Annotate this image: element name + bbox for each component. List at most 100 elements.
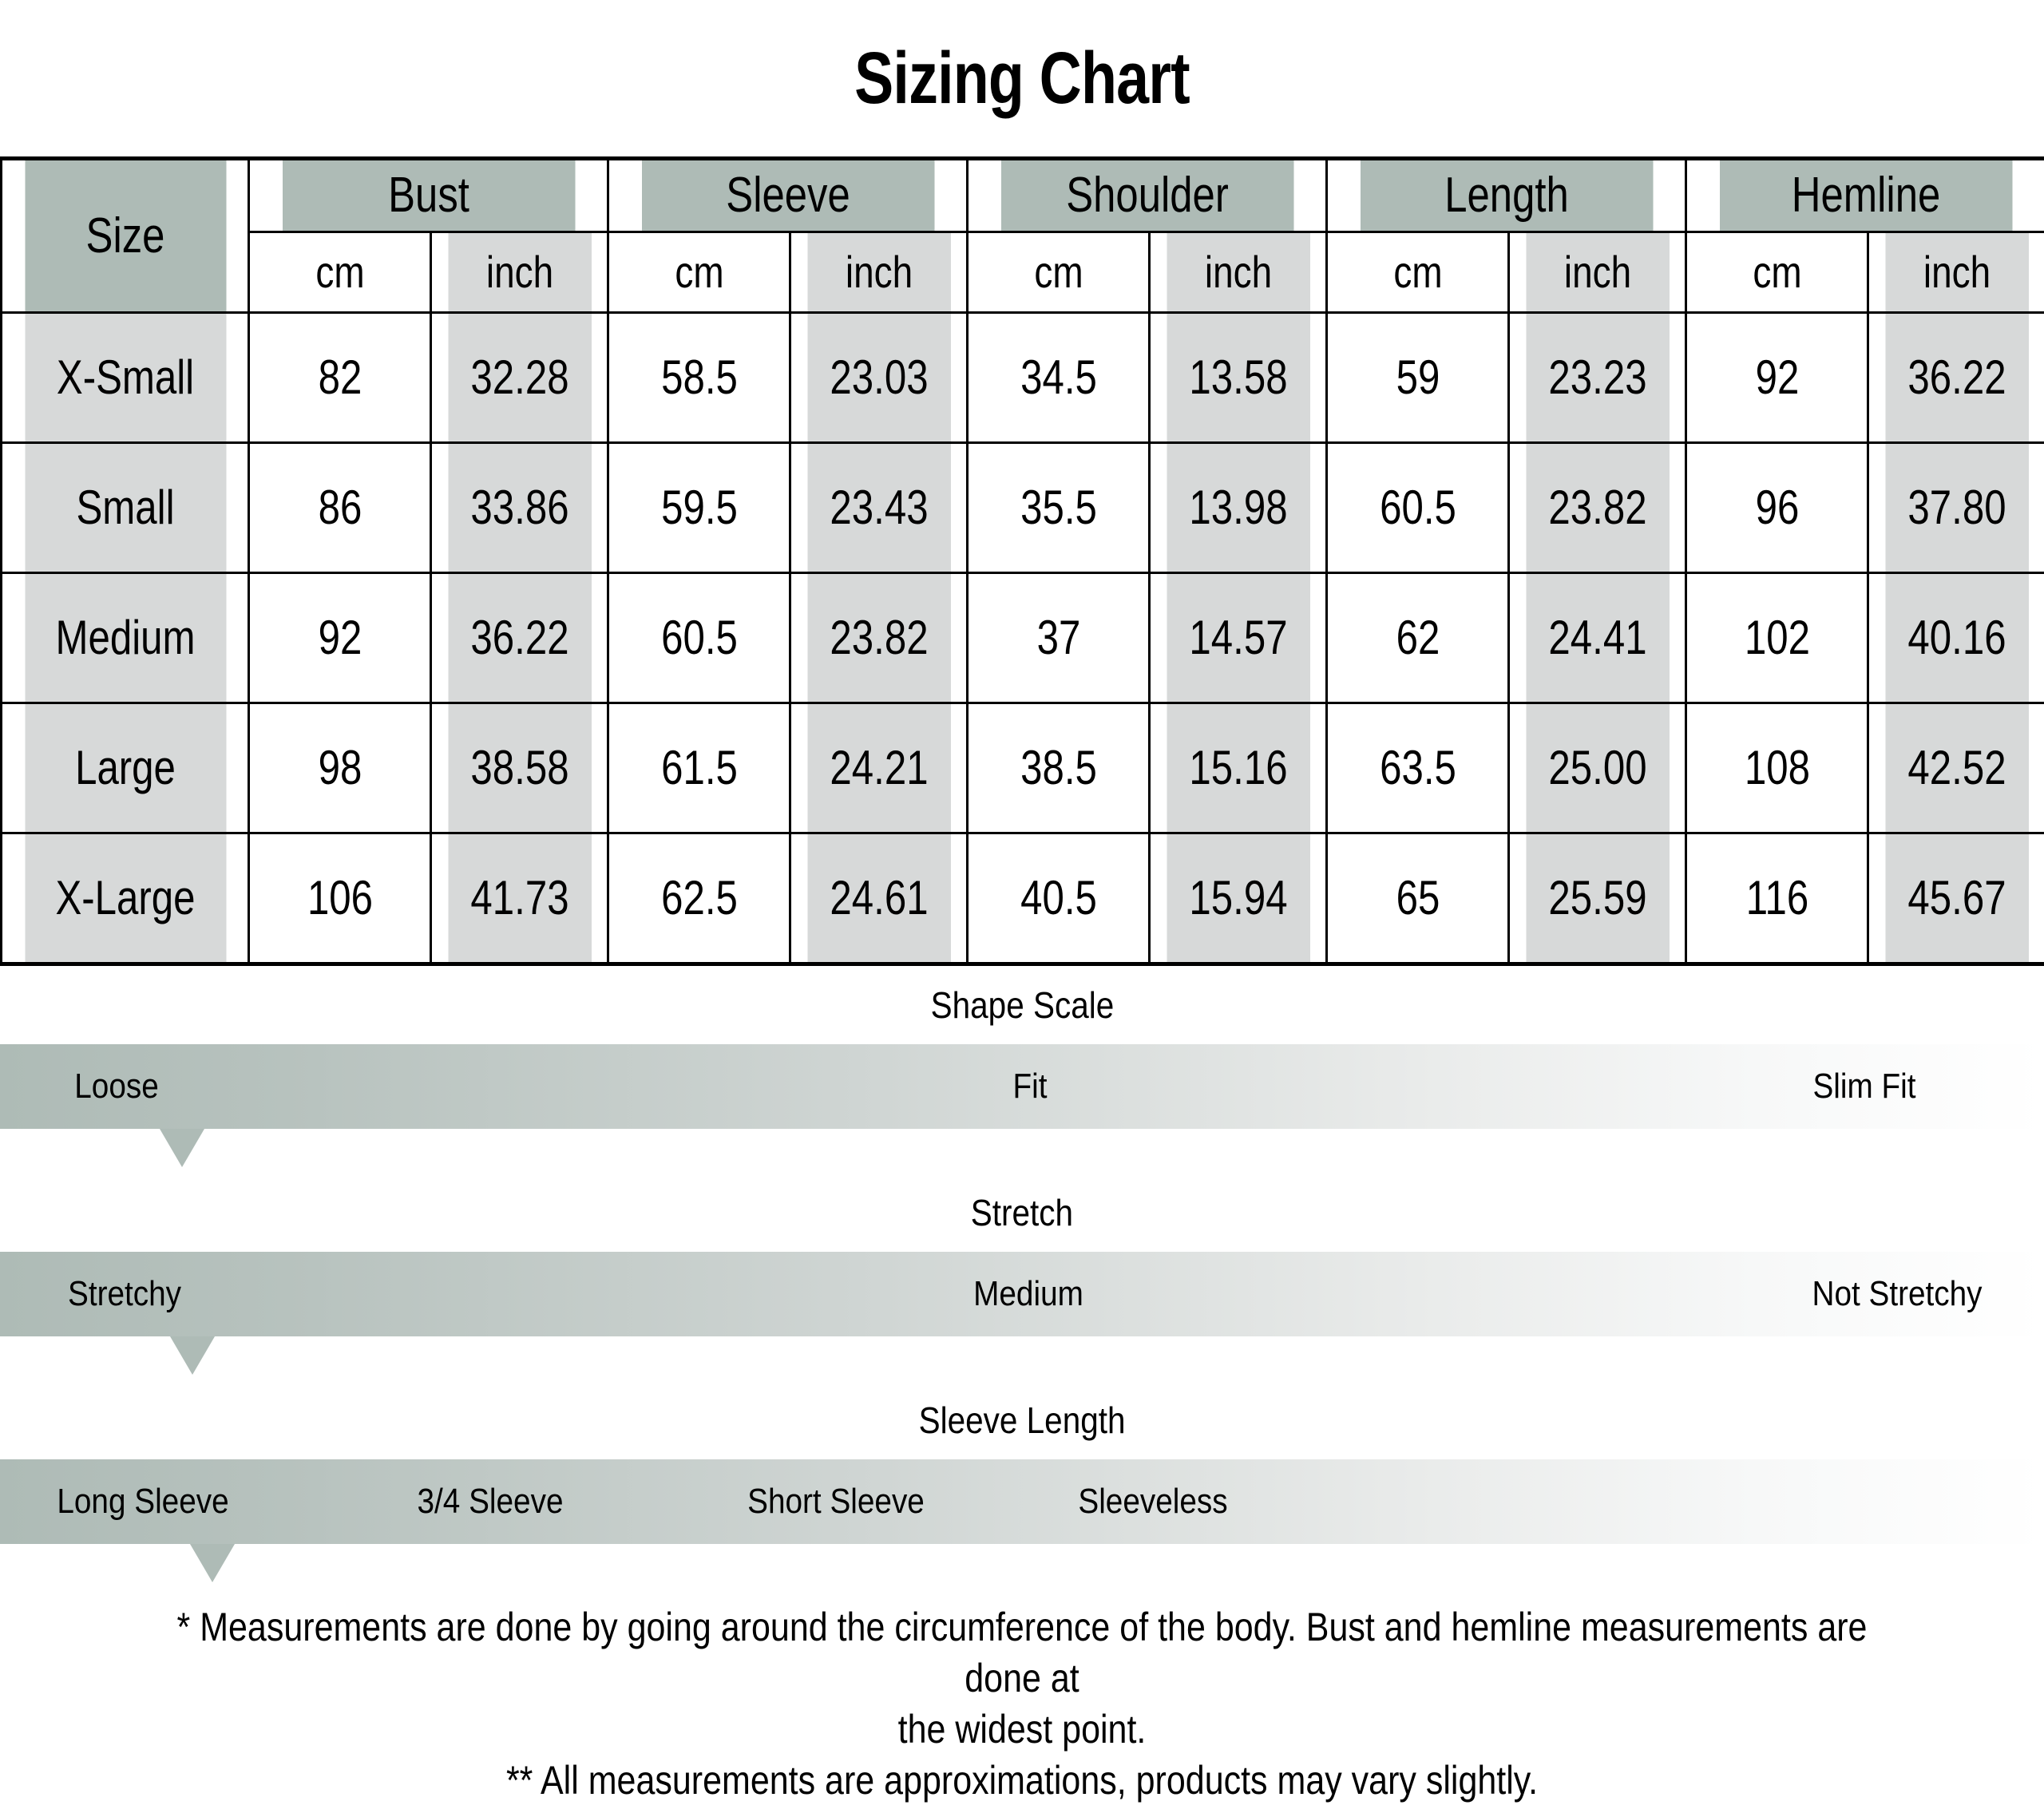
sleeve-length-marker-triangle-icon: [190, 1544, 236, 1582]
column-group-length: Length: [1357, 157, 1655, 233]
sleeve-length-scale-section: Sleeve Length Long Sleeve 3/4 Sleeve Sho…: [0, 1381, 2044, 1589]
cell-sleeve-inch: 23.03: [805, 311, 953, 444]
cell-shoulder-inch: 13.98: [1164, 441, 1312, 574]
column-group-shoulder: Shoulder: [998, 157, 1296, 233]
cell-hemline-inch: 37.80: [1883, 441, 2030, 574]
shape-scale-caption-label: Shape Scale: [930, 984, 1114, 1026]
unit-header-hemline-cm: cm: [1701, 231, 1853, 314]
table-unit-header-row: cm inch cm inch cm inch cm inch cm inch: [2, 231, 2044, 314]
cell-sleeve-inch: 24.21: [805, 702, 953, 834]
unit-header-sleeve-inch: inch: [805, 231, 953, 314]
shape-scale-section: Shape Scale Loose Fit Slim Fit: [0, 966, 2044, 1174]
shape-scale-label-loose: Loose: [74, 1067, 159, 1106]
table-group-header-row: Size Bust Sleeve Shoulder Length Hemline: [2, 157, 2044, 314]
cell-length-cm: 63.5: [1341, 702, 1494, 834]
cell-shoulder-cm: 34.5: [982, 311, 1135, 444]
cell-bust-cm: 82: [263, 311, 416, 444]
cell-hemline-cm: 116: [1701, 832, 1853, 965]
shape-scale-marker-triangle-icon: [159, 1129, 204, 1167]
unit-header-length-cm: cm: [1341, 231, 1494, 314]
sleeve-length-marker-row: [0, 1544, 2044, 1589]
stretch-scale-caption-label: Stretch: [970, 1192, 1074, 1233]
cell-shoulder-cm: 40.5: [982, 832, 1135, 965]
table-row: Large 98 38.58 61.5 24.21 38.5 15.16 63.…: [2, 702, 2044, 834]
unit-header-hemline-inch: inch: [1883, 231, 2030, 314]
table-header: Size Bust Sleeve Shoulder Length Hemline…: [2, 157, 2044, 314]
sleeve-length-scale-caption: Sleeve Length: [0, 1381, 2044, 1459]
cell-length-inch: 23.82: [1523, 441, 1671, 574]
unit-header-bust-cm: cm: [263, 231, 416, 314]
page-title: Sizing Chart: [854, 37, 1190, 119]
cell-bust-cm: 98: [263, 702, 416, 834]
cell-shoulder-inch: 14.57: [1164, 572, 1312, 704]
cell-hemline-cm: 96: [1701, 441, 1853, 574]
cell-sleeve-inch: 23.43: [805, 441, 953, 574]
cell-sleeve-cm: 60.5: [623, 572, 775, 704]
column-group-bust: Bust: [279, 157, 577, 233]
cell-sleeve-cm: 61.5: [623, 702, 775, 834]
cell-hemline-inch: 36.22: [1883, 311, 2030, 444]
stretch-scale-label-not-stretchy: Not Stretchy: [1812, 1274, 1983, 1313]
cell-length-inch: 23.23: [1523, 311, 1671, 444]
sleeve-length-label-sleeveless: Sleeveless: [1078, 1482, 1228, 1521]
sleeve-length-scale-caption-label: Sleeve Length: [918, 1399, 1126, 1441]
cell-length-cm: 65: [1341, 832, 1494, 965]
stretch-scale-caption: Stretch: [0, 1174, 2044, 1252]
table-row: Small 86 33.86 59.5 23.43 35.5 13.98 60.…: [2, 441, 2044, 574]
sleeve-length-scale-bar: Long Sleeve 3/4 Sleeve Short Sleeve Slee…: [0, 1459, 2044, 1544]
footnote-line-1: * Measurements are done by going around …: [176, 1605, 1868, 1700]
cell-length-cm: 60.5: [1341, 441, 1494, 574]
sleeve-length-label-three-quarter-sleeve: 3/4 Sleeve: [417, 1482, 564, 1521]
cell-shoulder-cm: 38.5: [982, 702, 1135, 834]
cell-shoulder-inch: 15.16: [1164, 702, 1312, 834]
cell-sleeve-inch: 23.82: [805, 572, 953, 704]
cell-length-inch: 24.41: [1523, 572, 1671, 704]
cell-size: Large: [22, 702, 228, 834]
cell-hemline-cm: 108: [1701, 702, 1853, 834]
cell-sleeve-cm: 62.5: [623, 832, 775, 965]
shape-scale-label-slim-fit: Slim Fit: [1812, 1067, 1916, 1106]
sizing-table: Size Bust Sleeve Shoulder Length Hemline…: [0, 156, 2044, 966]
cell-sleeve-cm: 59.5: [623, 441, 775, 574]
stretch-scale-marker-row: [0, 1336, 2044, 1381]
stretch-scale-label-stretchy: Stretchy: [68, 1274, 182, 1313]
cell-hemline-inch: 45.67: [1883, 832, 2030, 965]
cell-size: X-Large: [22, 832, 228, 965]
cell-hemline-inch: 40.16: [1883, 572, 2030, 704]
cell-length-cm: 59: [1341, 311, 1494, 444]
unit-header-bust-inch: inch: [446, 231, 593, 314]
footnote-line-3: ** All measurements are approximations, …: [505, 1758, 1539, 1803]
footnotes: * Measurements are done by going around …: [0, 1589, 2044, 1806]
sleeve-length-label-short-sleeve: Short Sleeve: [747, 1482, 925, 1521]
column-header-size: Size: [22, 157, 228, 314]
cell-shoulder-cm: 37: [982, 572, 1135, 704]
unit-header-sleeve-cm: cm: [623, 231, 775, 314]
cell-shoulder-inch: 13.58: [1164, 311, 1312, 444]
unit-header-shoulder-inch: inch: [1164, 231, 1312, 314]
cell-bust-inch: 36.22: [446, 572, 593, 704]
cell-length-cm: 62: [1341, 572, 1494, 704]
table-row: Medium 92 36.22 60.5 23.82 37 14.57 62 2…: [2, 572, 2044, 704]
unit-header-length-inch: inch: [1523, 231, 1671, 314]
cell-shoulder-inch: 15.94: [1164, 832, 1312, 965]
cell-length-inch: 25.00: [1523, 702, 1671, 834]
shape-scale-bar: Loose Fit Slim Fit: [0, 1044, 2044, 1129]
cell-bust-inch: 41.73: [446, 832, 593, 965]
column-group-hemline: Hemline: [1717, 157, 2014, 233]
stretch-scale-bar: Stretchy Medium Not Stretchy: [0, 1252, 2044, 1336]
table-row: X-Small 82 32.28 58.5 23.03 34.5 13.58 5…: [2, 311, 2044, 444]
stretch-scale-label-medium: Medium: [972, 1274, 1083, 1313]
cell-bust-cm: 106: [263, 832, 416, 965]
cell-sleeve-inch: 24.61: [805, 832, 953, 965]
shape-scale-marker-row: [0, 1129, 2044, 1174]
sleeve-length-label-long-sleeve: Long Sleeve: [57, 1482, 229, 1521]
stretch-scale-marker-triangle-icon: [169, 1336, 215, 1375]
cell-bust-inch: 38.58: [446, 702, 593, 834]
cell-bust-inch: 32.28: [446, 311, 593, 444]
table-body: X-Small 82 32.28 58.5 23.03 34.5 13.58 5…: [2, 311, 2044, 965]
cell-bust-inch: 33.86: [446, 441, 593, 574]
cell-size: Medium: [22, 572, 228, 704]
footnote-line-2: the widest point.: [897, 1707, 1147, 1752]
table-row: X-Large 106 41.73 62.5 24.61 40.5 15.94 …: [2, 832, 2044, 965]
cell-sleeve-cm: 58.5: [623, 311, 775, 444]
